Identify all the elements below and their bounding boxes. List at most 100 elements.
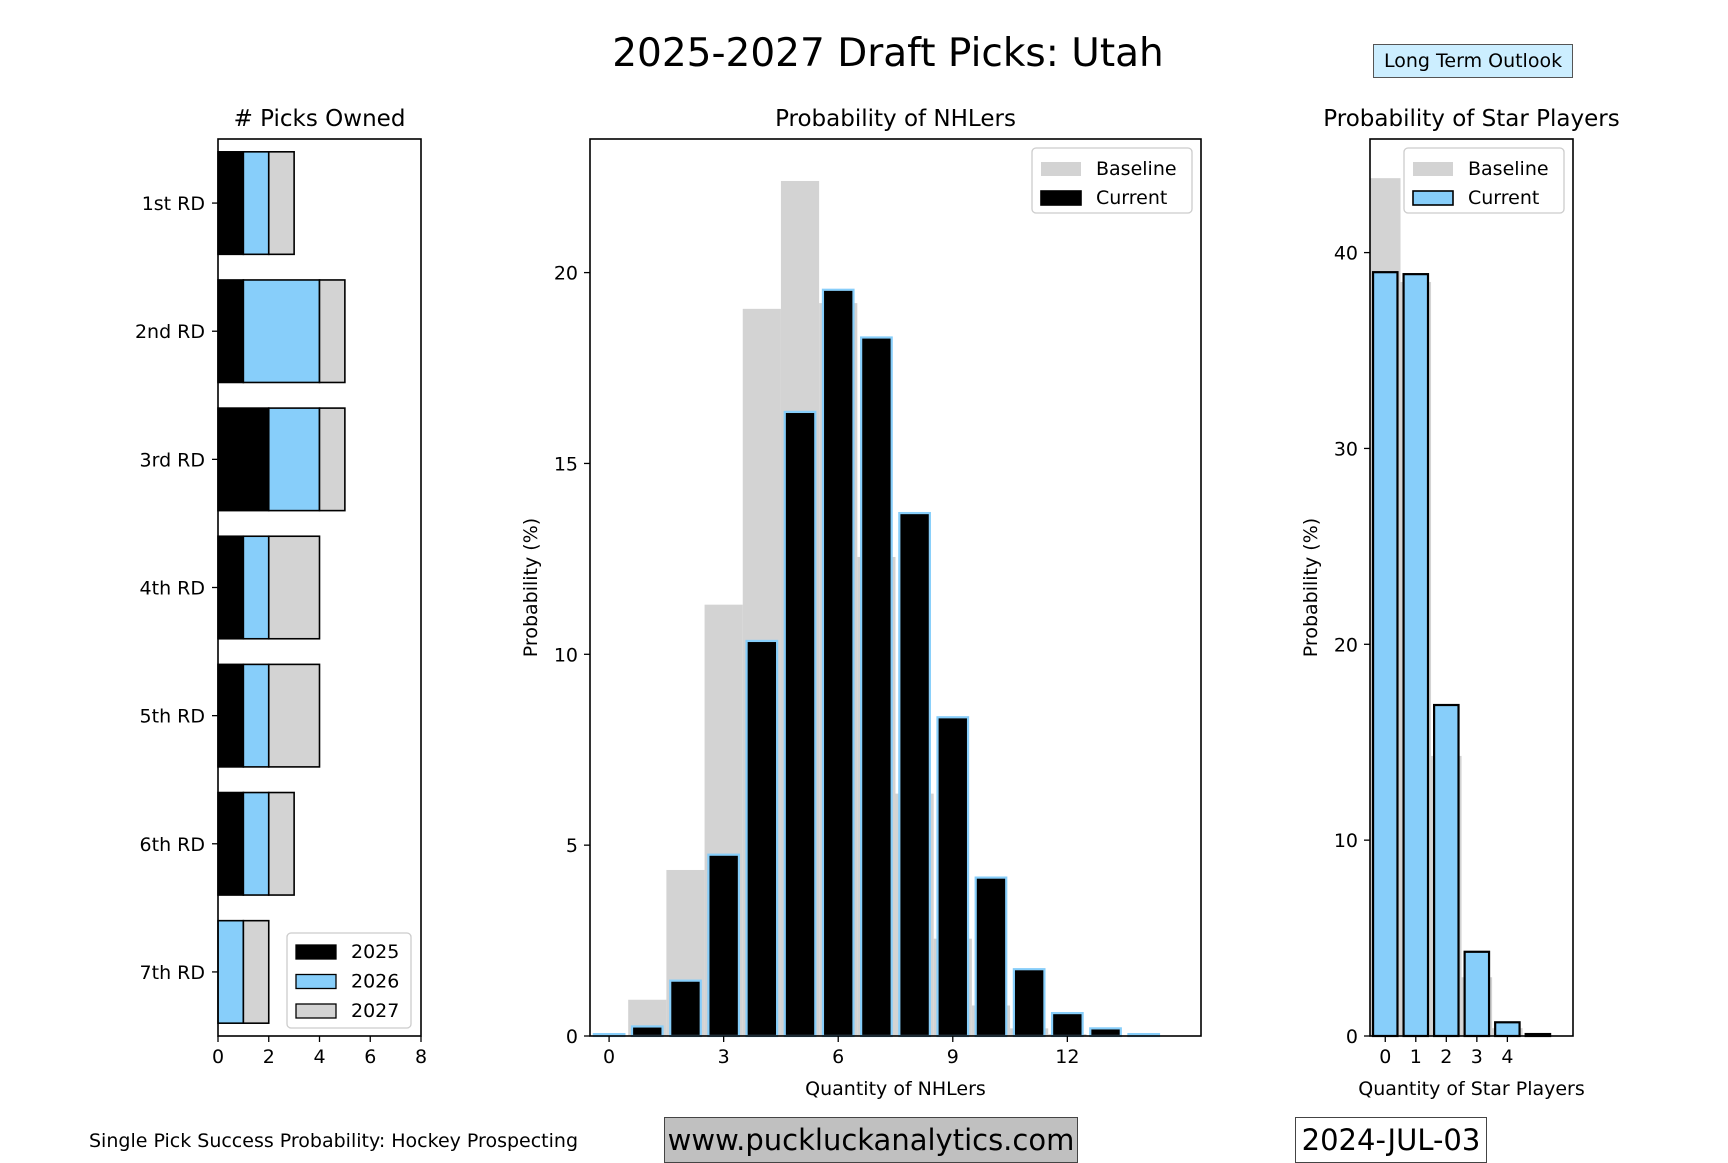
picks-ytick-label: 3rd RD — [140, 449, 206, 471]
star-legend-swatch-baseline — [1413, 162, 1453, 176]
picks-bar-2026-3 — [267, 407, 321, 512]
nhl-current-bar-11 — [1012, 968, 1046, 1038]
nhl-panel-title: Probability of NHLers — [775, 106, 1016, 132]
picks-xtick-label: 2 — [263, 1046, 275, 1068]
star-legend-swatch-current — [1412, 190, 1454, 206]
picks-bar-2026-2 — [242, 279, 321, 384]
picks-bar-2025-3 — [217, 407, 270, 512]
picks-bar-2025-4 — [217, 535, 245, 640]
nhl-current-bar-7 — [860, 336, 893, 1038]
nhl-legend-label-current: Current — [1096, 187, 1167, 209]
picks-xtick-label: 4 — [313, 1046, 325, 1068]
nhl-ytick-label: 20 — [554, 263, 578, 285]
picks-xtick-label: 6 — [364, 1046, 376, 1068]
picks-ytick-label: 7th RD — [140, 962, 205, 984]
star-current-bar-2 — [1433, 703, 1460, 1038]
picks-legend-swatch-2026 — [295, 973, 337, 990]
figure-title: 2025-2027 Draft Picks: Utah — [612, 31, 1164, 76]
picks-xtick-label: 0 — [212, 1046, 224, 1068]
picks-legend-label-2025: 2025 — [351, 941, 399, 963]
picks-owned-panel: # Picks Owned 1st RD 2nd RD 3rd RD 4th RD 5th… — [135, 106, 427, 1068]
picks-ytick-label: 6th RD — [140, 834, 205, 856]
nhl-current-bar-6 — [821, 288, 855, 1038]
picks-bar-2026-4 — [242, 535, 270, 640]
star-ytick-label: 40 — [1334, 243, 1358, 265]
picks-xtick-label: 8 — [415, 1046, 427, 1068]
picks-bar-2025-6 — [217, 791, 245, 896]
picks-panel-title: # Picks Owned — [234, 106, 406, 132]
star-legend-label-current: Current — [1468, 187, 1539, 209]
picks-ytick-label: 4th RD — [140, 578, 205, 600]
picks-bar-2027-4 — [267, 535, 321, 640]
nhl-xtick-label: 9 — [947, 1046, 959, 1068]
source-note: Single Pick Success Probability: Hockey … — [89, 1130, 578, 1152]
long-term-outlook-button[interactable]: Long Term Outlook — [1373, 44, 1574, 78]
nhl-ytick-label: 10 — [554, 644, 578, 666]
picks-ytick-label: 5th RD — [140, 706, 205, 728]
nhl-legend-label-baseline: Baseline — [1096, 158, 1177, 180]
nhl-ylabel: Probability (%) — [520, 518, 542, 657]
nhl-current-bar-1 — [630, 1025, 664, 1038]
picks-bar-2026-7 — [217, 919, 245, 1024]
nhl-current-bar-2 — [669, 979, 702, 1038]
nhl-xtick-label: 3 — [718, 1046, 730, 1068]
picks-ytick-label: 2nd RD — [135, 321, 205, 343]
star-xtick-label: 4 — [1501, 1046, 1513, 1068]
star-xtick-label: 1 — [1410, 1046, 1422, 1068]
star-xlabel: Quantity of Star Players — [1358, 1078, 1585, 1100]
star-ytick-label: 20 — [1334, 634, 1358, 656]
star-current-bar-3 — [1463, 950, 1491, 1038]
star-ylabel: Probability (%) — [1300, 518, 1322, 657]
nhl-current-bar-4 — [745, 639, 779, 1038]
star-axes-frame — [1369, 138, 1574, 1037]
nhl-current-bar-12 — [1050, 1011, 1084, 1038]
picks-bar-2026-6 — [242, 791, 270, 896]
picks-bar-2026-5 — [242, 663, 270, 768]
picks-bar-2027-6 — [267, 791, 295, 896]
picks-bar-2025-1 — [217, 151, 245, 256]
picks-bar-2026-1 — [242, 151, 270, 256]
picks-bar-2027-2 — [318, 279, 346, 384]
date-label: 2024-JUL-03 — [1295, 1117, 1487, 1163]
nhl-ytick-label: 5 — [566, 835, 578, 857]
star-legend-label-baseline: Baseline — [1468, 158, 1549, 180]
nhl-legend-swatch-current — [1040, 190, 1082, 206]
nhl-ytick-label: 15 — [554, 453, 578, 475]
picks-bar-2027-1 — [267, 151, 295, 256]
nhlers-probability-panel: Probability of NHLers 0 5 10 15 20 0 3 6 9 12 Quant… — [520, 106, 1202, 1100]
nhl-legend-swatch-baseline — [1041, 162, 1081, 176]
nhl-current-bar-5 — [783, 410, 817, 1038]
star-ytick-label: 10 — [1334, 830, 1358, 852]
website-label[interactable]: www.puckluckanalytics.com — [664, 1117, 1078, 1163]
star-xtick-label: 2 — [1440, 1046, 1452, 1068]
picks-legend-swatch-2027 — [295, 1003, 337, 1019]
picks-axes-frame — [217, 138, 422, 1037]
star-current-bar-0 — [1371, 271, 1399, 1038]
nhl-axes-frame — [589, 138, 1202, 1037]
nhl-xlabel: Quantity of NHLers — [805, 1078, 986, 1100]
nhl-current-bar-3 — [707, 853, 741, 1038]
picks-legend-label-2026: 2026 — [351, 971, 399, 993]
picks-legend-swatch-2025 — [295, 944, 337, 960]
picks-bar-2025-5 — [217, 663, 245, 768]
star-xtick-label: 3 — [1471, 1046, 1483, 1068]
picks-ytick-label: 1st RD — [142, 193, 205, 215]
nhl-xtick-label: 0 — [603, 1046, 615, 1068]
star-ytick-label: 0 — [1346, 1026, 1358, 1048]
nhl-current-bar-13 — [1089, 1027, 1122, 1038]
nhl-xtick-label: 6 — [832, 1046, 844, 1068]
star-current-bar-1 — [1402, 273, 1430, 1038]
nhl-current-bar-8 — [898, 511, 931, 1038]
nhl-xtick-label: 12 — [1055, 1046, 1079, 1068]
picks-bar-2027-5 — [267, 663, 321, 768]
picks-bar-2027-3 — [318, 407, 346, 512]
picks-bar-2025-2 — [217, 279, 245, 384]
nhl-ytick-label: 0 — [566, 1026, 578, 1048]
picks-legend-label-2027: 2027 — [351, 1000, 399, 1022]
nhl-current-bar-9 — [936, 716, 970, 1038]
star-ytick-label: 30 — [1334, 438, 1358, 460]
star-panel-title: Probability of Star Players — [1323, 106, 1619, 132]
star-xtick-label: 0 — [1379, 1046, 1391, 1068]
nhl-current-bar-10 — [974, 876, 1008, 1038]
